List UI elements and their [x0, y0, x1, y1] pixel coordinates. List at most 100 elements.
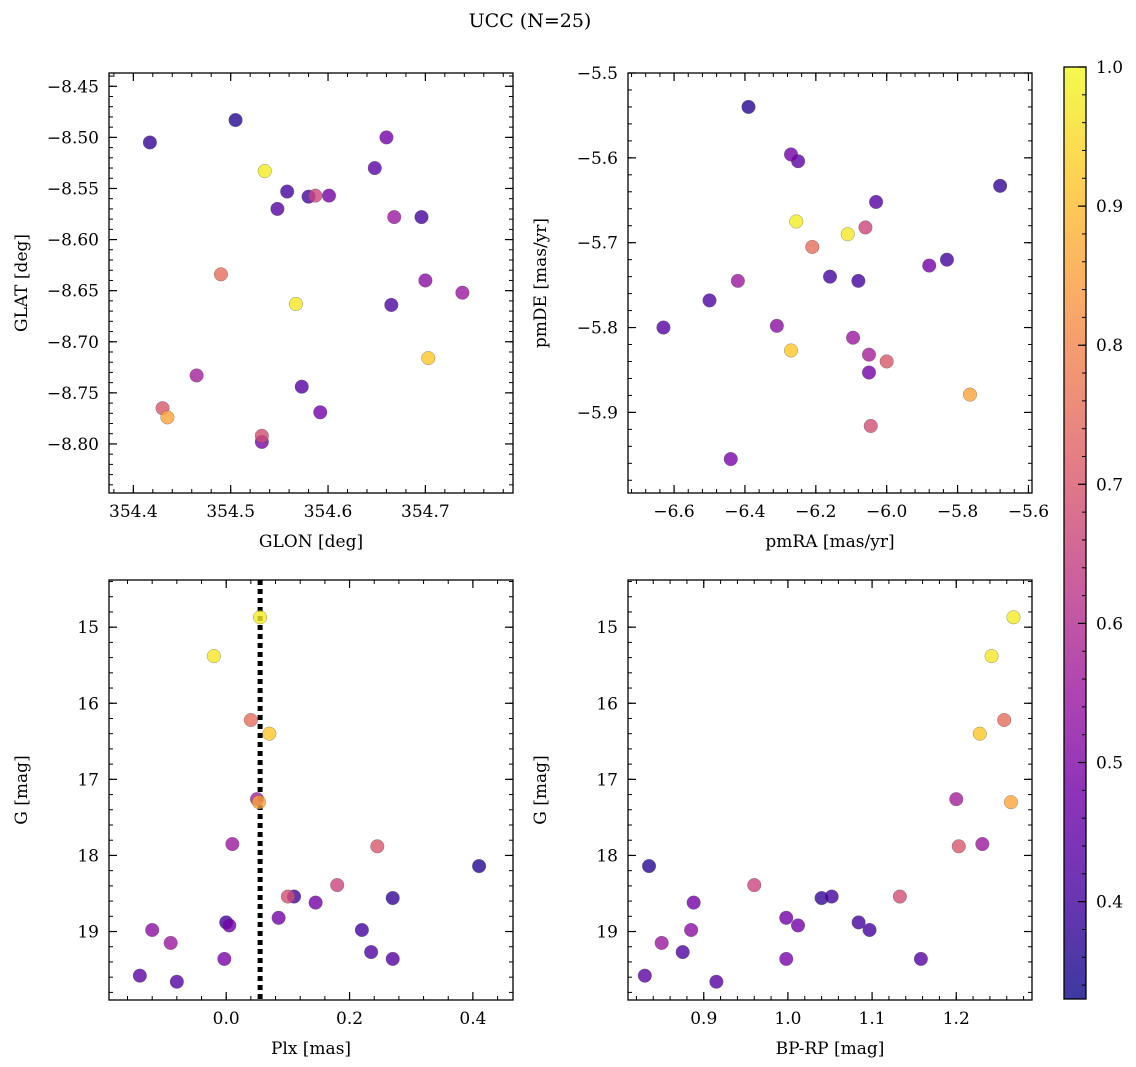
y-tick-label: −8.80 [47, 435, 99, 455]
y-tick-label: −5.5 [577, 64, 618, 84]
data-point [984, 649, 999, 664]
data-point [387, 210, 402, 225]
data-point [922, 258, 937, 273]
data-point [747, 878, 762, 893]
data-point [253, 610, 268, 625]
x-tick-label: 1.1 [859, 1009, 886, 1029]
data-point [684, 922, 699, 938]
data-point [271, 910, 286, 925]
x-tick-label: −5.8 [937, 502, 978, 522]
data-point [217, 951, 232, 966]
data-point [364, 945, 379, 960]
data-point [769, 318, 784, 333]
x-tick-label: −6.0 [866, 502, 907, 522]
data-point [145, 922, 160, 938]
panel-glon-glat: 354.4 354.5 354.6 354.7 −8.45 −8.50 −8.55 −8.60… [12, 72, 514, 552]
data-point [637, 968, 652, 983]
data-point [270, 201, 285, 216]
y-tick-label: −8.50 [47, 128, 99, 148]
data-point [824, 889, 839, 904]
data-point [308, 188, 323, 203]
data-point [163, 935, 178, 950]
data-point [939, 252, 954, 267]
colorbar-tick-label: 0.8 [1096, 336, 1123, 356]
x-tick-label: −5.6 [1008, 502, 1049, 522]
colorbar-tick-label: 1.0 [1096, 58, 1123, 78]
y-tick-label: 17 [596, 770, 618, 790]
data-point [851, 273, 866, 288]
scatter-points [656, 99, 1008, 467]
data-point [370, 839, 385, 854]
x-tick-label: 0.0 [213, 1009, 240, 1029]
x-tick-label: 0.4 [459, 1009, 486, 1029]
y-axis-label: G [mag] [12, 755, 32, 824]
axes-frame [108, 579, 514, 1001]
data-point [783, 147, 799, 162]
x-tick-label: −6.6 [653, 502, 694, 522]
x-tick-label: 354.5 [206, 502, 255, 522]
data-point [294, 379, 309, 394]
y-tick-label: −8.65 [47, 282, 99, 302]
data-point [709, 974, 724, 989]
data-point [779, 951, 794, 966]
data-point [280, 184, 295, 199]
data-point [262, 726, 277, 741]
data-point [222, 918, 237, 933]
y-tick-label: 15 [596, 618, 618, 638]
colorbar: 0.4 0.5 0.6 0.7 0.8 0.9 1.0 [1063, 58, 1123, 1000]
x-tick-label: 1.2 [943, 1009, 970, 1029]
x-tick-label: 0.2 [336, 1009, 363, 1029]
data-point [783, 343, 799, 358]
y-tick-label: 15 [77, 618, 99, 638]
x-axis-label: Plx [mas] [271, 1039, 351, 1059]
data-point [206, 649, 221, 664]
figure-title: UCC (N=25) [469, 10, 592, 32]
data-point [641, 859, 657, 874]
data-point [723, 452, 738, 467]
data-point [845, 330, 861, 345]
data-point [414, 210, 429, 225]
y-tick-label: −8.55 [47, 179, 99, 199]
data-point [213, 267, 229, 282]
x-tick-label: 0.9 [690, 1009, 717, 1029]
data-point [686, 895, 701, 910]
data-point [228, 112, 243, 128]
data-point [251, 795, 266, 810]
panel-plx-g: 0.0 0.2 0.4 15 16 17 18 19 Plx [mas] G [mag] [12, 579, 514, 1059]
data-point [949, 792, 964, 807]
data-point [189, 368, 204, 383]
y-axis-label: G [mag] [531, 755, 551, 824]
scatter-points [637, 610, 1021, 989]
data-point [321, 188, 337, 203]
x-axis-label: pmRA [mas/yr] [765, 532, 894, 552]
data-point [789, 214, 804, 229]
panel-bprp-g: 0.9 1.0 1.1 1.2 15 16 17 18 19 BP-RP [mag] G [mag] [531, 579, 1033, 1059]
data-point [962, 387, 978, 402]
data-point [330, 878, 345, 893]
data-point [1003, 795, 1019, 810]
data-point [254, 428, 269, 443]
data-point [379, 130, 394, 145]
data-point [132, 968, 147, 983]
data-point [879, 354, 894, 369]
data-point [892, 889, 907, 904]
data-point [1006, 610, 1021, 625]
y-tick-label: 19 [77, 923, 99, 943]
colorbar-tick-label: 0.6 [1096, 614, 1123, 634]
data-point [385, 951, 400, 966]
colorbar-frame [1063, 66, 1087, 1000]
scatter-points [132, 580, 487, 1000]
data-point [160, 410, 175, 425]
colorbar-gradient [1064, 67, 1086, 999]
x-tick-label: 354.4 [109, 502, 158, 522]
data-point [951, 839, 966, 854]
data-point [421, 351, 436, 366]
data-point [997, 712, 1012, 728]
data-point [472, 859, 487, 874]
data-point [972, 726, 987, 741]
data-point [779, 910, 794, 925]
x-axis-label: BP-RP [mag] [776, 1039, 885, 1059]
data-point [354, 922, 369, 938]
colorbar-tick-label: 0.4 [1096, 893, 1123, 913]
data-point [280, 889, 295, 904]
